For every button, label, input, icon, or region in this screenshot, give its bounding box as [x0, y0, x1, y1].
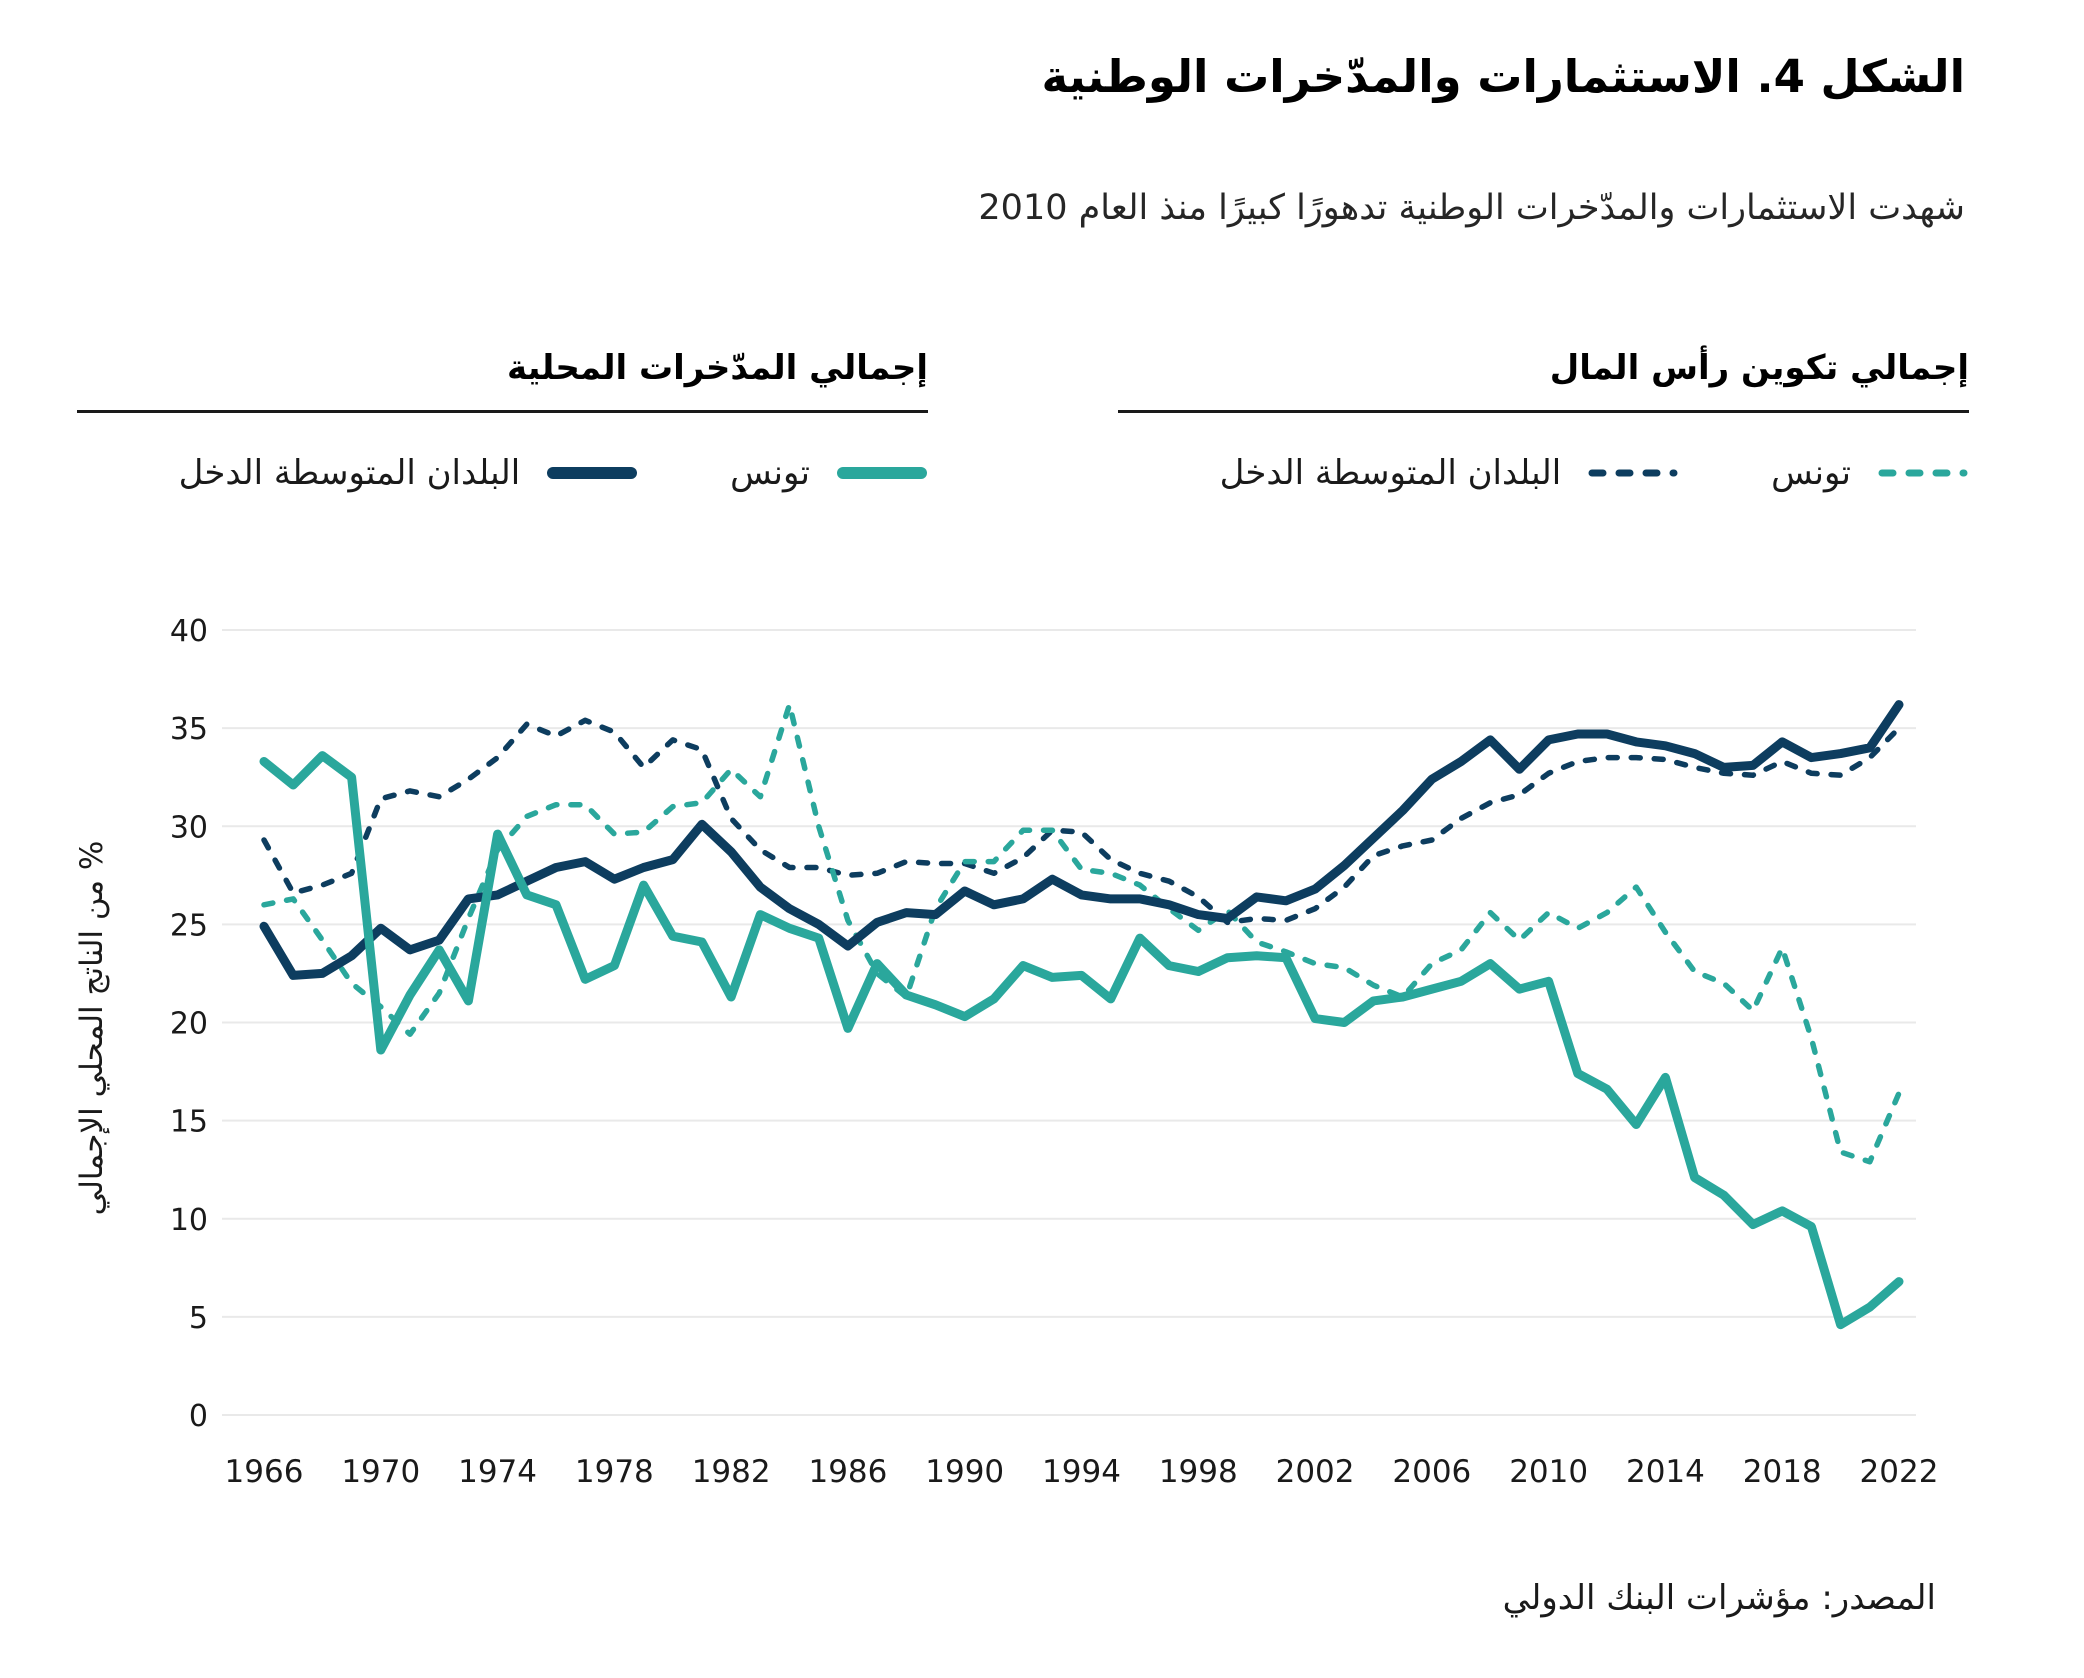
- svg-text:1994: 1994: [1042, 1454, 1121, 1490]
- svg-text:30: 30: [170, 810, 208, 845]
- legend-items-capital: تونس البلدان المتوسطة الدخل: [1118, 453, 1969, 493]
- legend-item-mic-savings: البلدان المتوسطة الدخل: [179, 453, 639, 493]
- legend-item-tunisia-capital: تونس: [1771, 453, 1969, 493]
- svg-text:1978: 1978: [575, 1454, 654, 1490]
- svg-text:10: 10: [170, 1203, 208, 1238]
- svg-text:15: 15: [170, 1105, 208, 1140]
- legend-item-tunisia-savings: تونس: [730, 453, 928, 493]
- svg-text:40: 40: [170, 614, 208, 649]
- dashed-line-swatch-teal-icon: [1878, 469, 1968, 477]
- legend-label-tunisia: تونس: [730, 453, 810, 493]
- svg-text:35: 35: [170, 712, 208, 747]
- svg-text:2014: 2014: [1626, 1454, 1705, 1490]
- svg-text:1982: 1982: [692, 1454, 771, 1490]
- svg-text:1998: 1998: [1159, 1454, 1238, 1490]
- legend-label-middle-income: البلدان المتوسطة الدخل: [1219, 453, 1562, 493]
- figure-source: المصدر: مؤشرات البنك الدولي: [1502, 1578, 1936, 1618]
- svg-text:1974: 1974: [458, 1454, 537, 1490]
- solid-line-swatch-navy-icon: [547, 467, 638, 479]
- legend-group-capital-formation: إجمالي تكوين رأس المال تونس البلدان المت…: [1118, 348, 1969, 493]
- svg-text:25: 25: [170, 908, 208, 943]
- line-chart: 0 5 10 15 20 25 30 35 40 1966 1970 1974 1978 1982 1986…: [60, 590, 1970, 1540]
- legend-items-savings: تونس البلدان المتوسطة الدخل: [77, 453, 928, 493]
- svg-text:1990: 1990: [925, 1454, 1004, 1490]
- svg-text:1986: 1986: [808, 1454, 887, 1490]
- svg-text:20: 20: [170, 1007, 208, 1042]
- svg-text:0: 0: [189, 1399, 208, 1434]
- figure-title: الشكل 4. الاستثمارات والمدّخرات الوطنية: [1041, 50, 1965, 103]
- legend-group-domestic-savings: إجمالي المدّخرات المحلية تونس البلدان ال…: [77, 348, 928, 493]
- legend-group-savings-title: إجمالي المدّخرات المحلية: [77, 348, 928, 413]
- legend-group-capital-title: إجمالي تكوين رأس المال: [1118, 348, 1969, 413]
- svg-text:1970: 1970: [341, 1454, 420, 1490]
- solid-line-swatch-teal-icon: [837, 467, 927, 479]
- legend: إجمالي تكوين رأس المال تونس البلدان المت…: [77, 348, 1969, 493]
- svg-text:2006: 2006: [1392, 1454, 1471, 1490]
- dashed-line-swatch-navy-icon: [1588, 469, 1678, 477]
- svg-text:2022: 2022: [1860, 1454, 1939, 1490]
- svg-text:5: 5: [189, 1301, 208, 1336]
- svg-text:2018: 2018: [1743, 1454, 1822, 1490]
- svg-text:% من الناتج المحلي الإجمالي: % من الناتج المحلي الإجمالي: [74, 841, 110, 1216]
- legend-label-middle-income: البلدان المتوسطة الدخل: [178, 453, 521, 493]
- figure-subtitle: شهدت الاستثمارات والمدّخرات الوطنية تدهو…: [978, 188, 1965, 228]
- svg-text:2002: 2002: [1276, 1454, 1355, 1490]
- svg-text:2010: 2010: [1509, 1454, 1588, 1490]
- legend-label-tunisia: تونس: [1771, 453, 1851, 493]
- legend-item-mic-capital: البلدان المتوسطة الدخل: [1220, 453, 1680, 493]
- chart-svg: 0 5 10 15 20 25 30 35 40 1966 1970 1974 1978 1982 1986…: [74, 614, 1939, 1490]
- svg-text:1966: 1966: [225, 1454, 304, 1490]
